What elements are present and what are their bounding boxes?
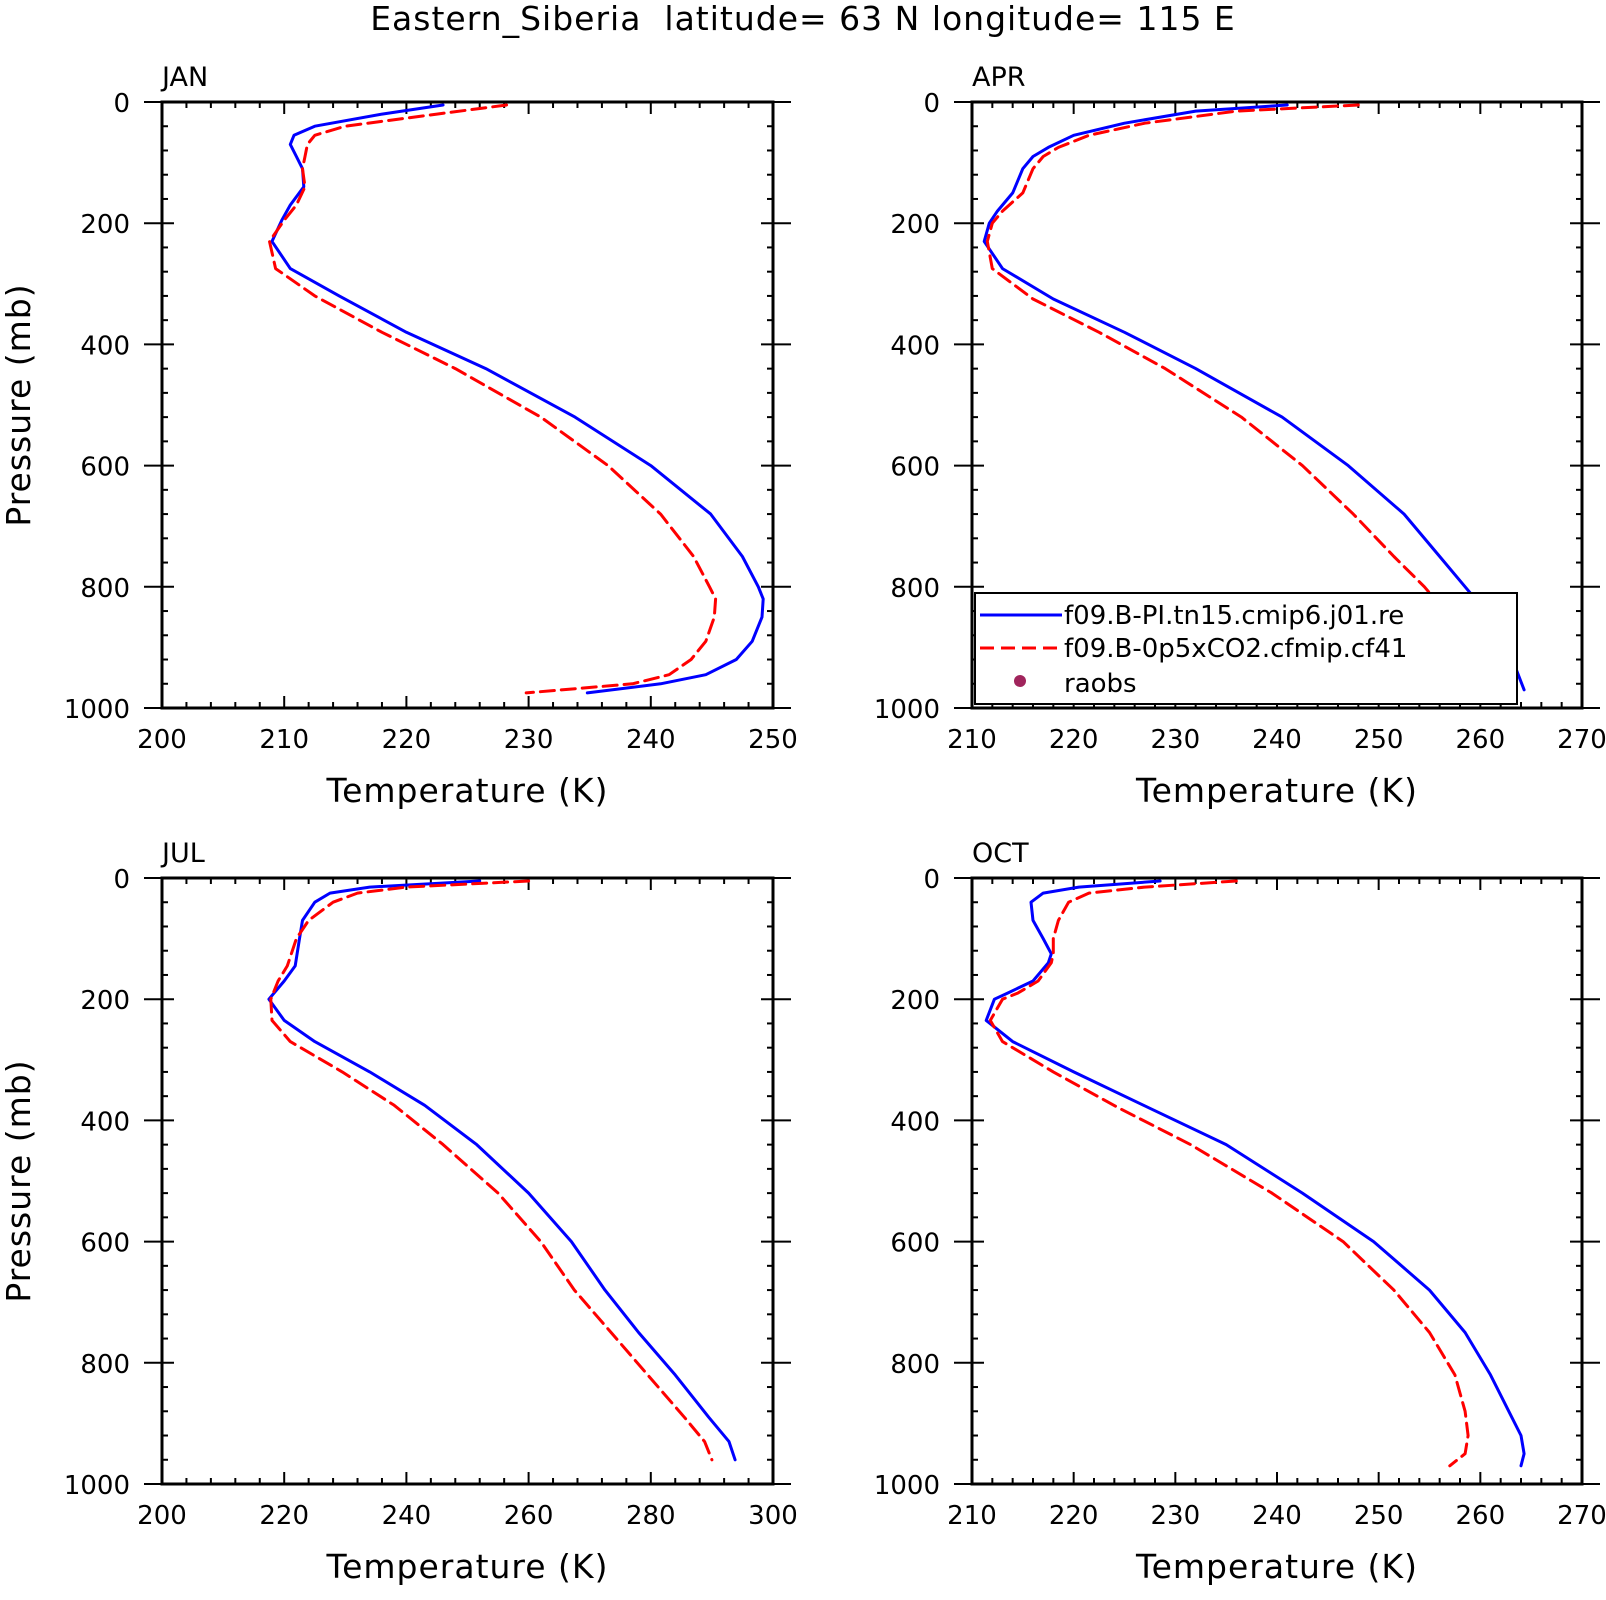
- panel-label: APR: [972, 62, 1026, 93]
- legend-item-f09-b-0p5xco2-cfmip-cf41: f09.B-0p5xCO2.cfmip.cf41: [980, 634, 1407, 664]
- y-tick-label: 0: [923, 865, 940, 895]
- y-tick-label: 400: [890, 1107, 940, 1137]
- y-tick-label: 600: [890, 1229, 940, 1259]
- legend: f09.B-PI.tn15.cmip6.j01.ref09.B-0p5xCO2.…: [974, 592, 1518, 705]
- x-axis-title: Temperature (K): [1135, 771, 1418, 810]
- x-tick-label: 260: [1456, 725, 1506, 755]
- x-tick-label: 220: [1049, 1501, 1099, 1531]
- series-line-f09-b-0p5xco2-cfmip-cf41: [268, 103, 718, 695]
- legend-item-f09-b-pi-tn15-cmip6-j01-re: f09.B-PI.tn15.cmip6.j01.re: [980, 601, 1404, 631]
- y-tick-label: 1000: [64, 695, 130, 725]
- x-tick-label: 240: [626, 725, 676, 755]
- y-tick-label: 200: [890, 210, 940, 240]
- series-line-f09-b-0p5xco2-cfmip-cf41: [269, 879, 714, 1462]
- x-tick-label: 210: [947, 725, 997, 755]
- panel-jan: JAN 200 210 220 230 240 250 0 200 400 600 800 1000 Te…: [0, 62, 798, 810]
- y-axis-title: Pressure (mb): [0, 283, 38, 526]
- series-line-f09-b-pi-tn15-cmip6-j01-re: [270, 103, 765, 695]
- x-tick-label: 260: [504, 1501, 554, 1531]
- x-tick-label: 250: [1354, 725, 1404, 755]
- x-tick-label: 240: [1252, 725, 1302, 755]
- y-tick-label: 400: [80, 1107, 130, 1137]
- y-tick-label: 1000: [874, 695, 940, 725]
- panels: JAN 200 210 220 230 240 250 0 200 400 600 800 1000 Te…: [0, 62, 1606, 1586]
- panel-apr: APR 210 220 230 240 250 260 270 0 200 400 600 800 100…: [874, 62, 1606, 810]
- panel-label: JAN: [160, 62, 208, 93]
- x-tick-label: 230: [1151, 1501, 1201, 1531]
- series-line-f09-b-0p5xco2-cfmip-cf41: [985, 103, 1481, 692]
- x-tick-label: 240: [1252, 1501, 1302, 1531]
- x-tick-label: 200: [137, 1501, 187, 1531]
- series-line-f09-b-0p5xco2-cfmip-cf41: [988, 879, 1470, 1468]
- x-tick-label: 270: [1557, 1501, 1606, 1531]
- y-tick-label: 800: [890, 1350, 940, 1380]
- x-tick-label: 220: [259, 1501, 309, 1531]
- y-axis-title: Pressure (mb): [0, 1059, 38, 1302]
- x-tick-label: 280: [626, 1501, 676, 1531]
- x-tick-label: 200: [137, 725, 187, 755]
- series-line-f09-b-pi-tn15-cmip6-j01-re: [984, 879, 1526, 1468]
- legend-label: f09.B-PI.tn15.cmip6.j01.re: [1064, 601, 1404, 631]
- x-axis-title: Temperature (K): [1135, 1547, 1418, 1586]
- plot-frame: [970, 876, 1584, 1486]
- y-tick-label: 400: [890, 331, 940, 361]
- y-tick-label: 200: [80, 986, 130, 1016]
- panel-oct: OCT 210 220 230 240 250 260 270 0 200 400 600 800 100…: [874, 838, 1606, 1586]
- x-tick-label: 300: [748, 1501, 798, 1531]
- y-tick-label: 800: [80, 1350, 130, 1380]
- plot-frame: [160, 100, 775, 710]
- figure-title: Eastern_Siberia latitude= 63 N longitude…: [370, 0, 1236, 38]
- y-tick-label: 200: [890, 986, 940, 1016]
- legend-box: [974, 592, 1518, 705]
- legend-label: raobs: [1064, 669, 1137, 699]
- x-tick-label: 210: [947, 1501, 997, 1531]
- x-tick-label: 250: [748, 725, 798, 755]
- y-tick-label: 400: [80, 331, 130, 361]
- x-tick-label: 270: [1557, 725, 1606, 755]
- x-tick-label: 250: [1354, 1501, 1404, 1531]
- y-tick-label: 0: [113, 865, 130, 895]
- panel-jul: JUL 200 220 240 260 280 300 0 200 400 600 800 1000 Te…: [0, 838, 798, 1586]
- y-tick-label: 800: [80, 574, 130, 604]
- x-axis-title: Temperature (K): [326, 1547, 609, 1586]
- y-tick-label: 600: [890, 453, 940, 483]
- y-tick-label: 600: [80, 453, 130, 483]
- x-tick-label: 210: [259, 725, 309, 755]
- legend-label: f09.B-0p5xCO2.cfmip.cf41: [1064, 634, 1407, 664]
- x-tick-label: 220: [382, 725, 432, 755]
- legend-item-raobs: raobs: [1014, 669, 1137, 699]
- series-line-f09-b-pi-tn15-cmip6-j01-re: [267, 879, 737, 1462]
- y-tick-label: 0: [923, 89, 940, 119]
- x-tick-label: 240: [382, 1501, 432, 1531]
- x-tick-label: 260: [1456, 1501, 1506, 1531]
- y-tick-label: 1000: [874, 1471, 940, 1501]
- x-axis-title: Temperature (K): [326, 771, 609, 810]
- legend-marker-dot: [1014, 675, 1026, 687]
- x-tick-label: 220: [1049, 725, 1099, 755]
- panel-label: JUL: [160, 838, 205, 869]
- y-tick-label: 600: [80, 1229, 130, 1259]
- series-line-f09-b-pi-tn15-cmip6-j01-re: [982, 103, 1526, 692]
- y-tick-label: 200: [80, 210, 130, 240]
- x-tick-label: 230: [1151, 725, 1201, 755]
- y-tick-label: 1000: [64, 1471, 130, 1501]
- plot-frame: [160, 876, 775, 1486]
- panel-label: OCT: [972, 838, 1029, 869]
- x-tick-label: 230: [504, 725, 554, 755]
- y-tick-label: 0: [113, 89, 130, 119]
- y-tick-label: 800: [890, 574, 940, 604]
